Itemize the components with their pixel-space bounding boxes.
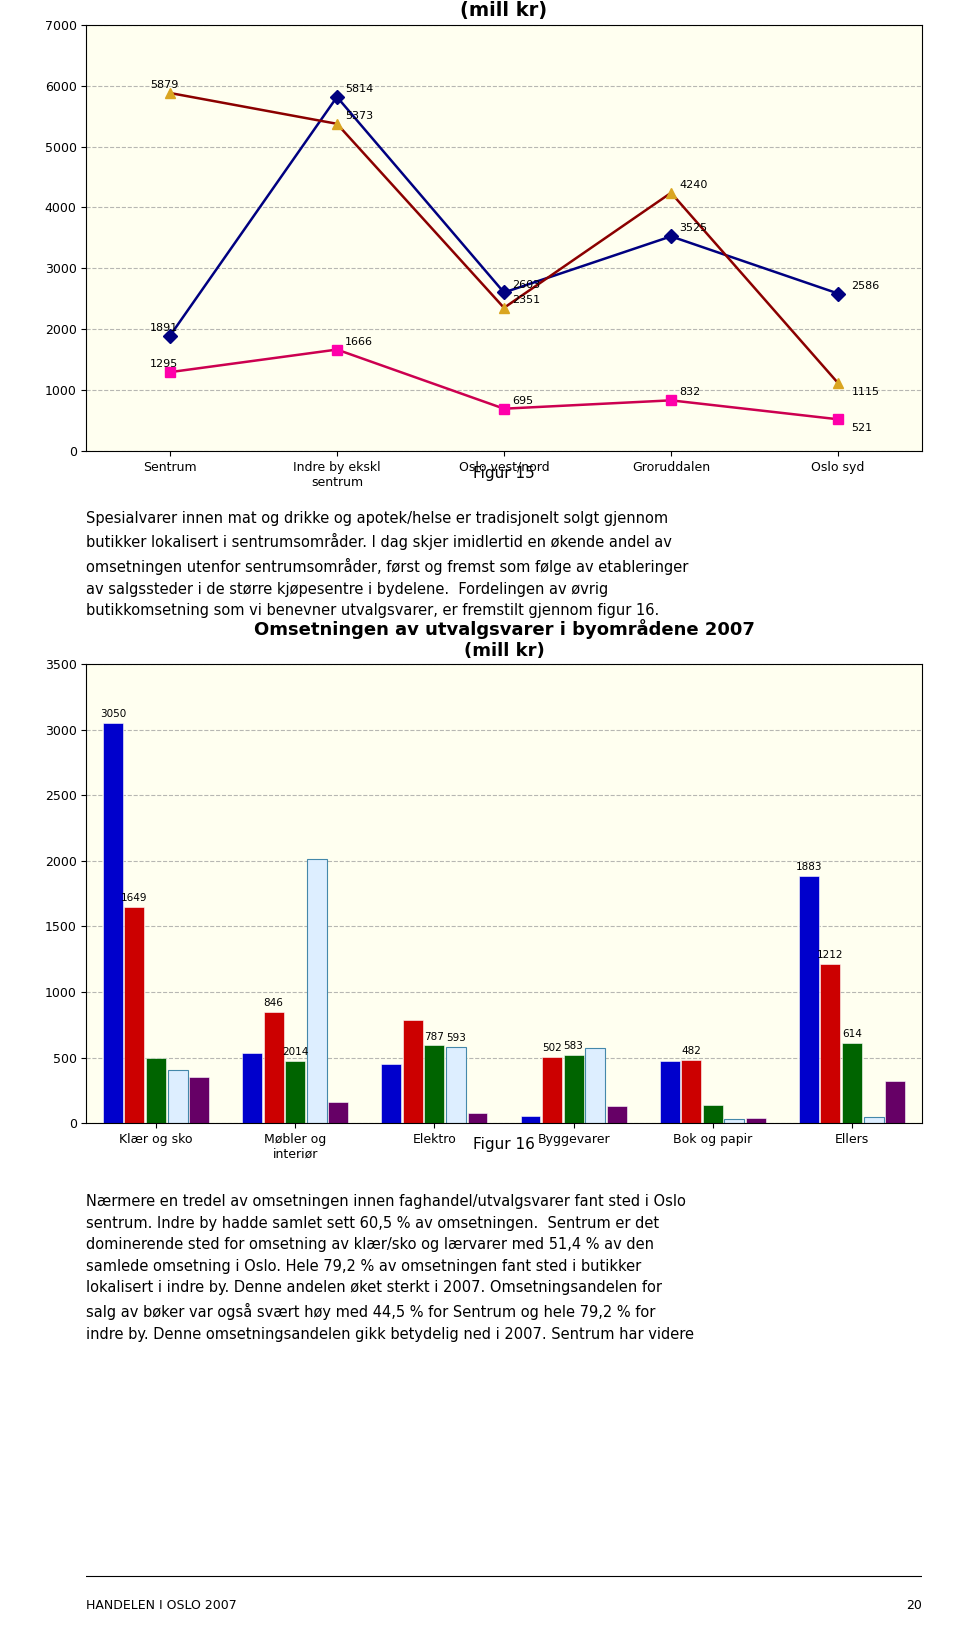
52.2+52.3 — [331, 339, 343, 359]
52.4 — [331, 114, 343, 133]
52.4 — [498, 298, 510, 318]
Text: 20: 20 — [905, 1599, 922, 1612]
Bar — [168, 1070, 187, 1124]
52.4 — [832, 372, 844, 392]
Line: 52.1: 52.1 — [165, 92, 843, 341]
Line: 52.2+52.3: 52.2+52.3 — [165, 344, 843, 424]
Text: 5373: 5373 — [346, 110, 373, 120]
Text: 2586: 2586 — [852, 280, 879, 290]
52.1 — [832, 283, 844, 303]
Bar — [103, 723, 123, 1124]
Text: 2603: 2603 — [513, 280, 540, 290]
Bar — [703, 1104, 723, 1124]
Text: 3525: 3525 — [680, 224, 708, 234]
52.4 — [164, 82, 176, 102]
Bar — [403, 1020, 422, 1124]
Title: Omsetningen av utvalgsvarer i byområdene 2007
(mill kr): Omsetningen av utvalgsvarer i byområdene… — [253, 620, 755, 659]
Bar — [725, 1119, 744, 1124]
Bar — [885, 1081, 905, 1124]
Bar — [285, 1061, 305, 1124]
Text: 787: 787 — [424, 1032, 444, 1042]
Text: 2014: 2014 — [282, 1046, 308, 1056]
Text: 593: 593 — [446, 1033, 466, 1043]
52.2+52.3 — [665, 391, 677, 410]
52.4 — [665, 183, 677, 203]
Text: 4240: 4240 — [680, 180, 708, 190]
Text: 583: 583 — [564, 1042, 584, 1051]
Bar — [586, 1048, 605, 1124]
Text: 5814: 5814 — [346, 84, 373, 94]
Text: 1115: 1115 — [852, 387, 879, 397]
Text: 614: 614 — [842, 1028, 862, 1038]
Bar — [381, 1065, 401, 1124]
Text: 695: 695 — [513, 396, 534, 405]
Bar — [660, 1061, 680, 1124]
Text: 502: 502 — [542, 1043, 562, 1053]
Text: 1883: 1883 — [796, 862, 822, 872]
Line: 52.4: 52.4 — [165, 87, 843, 387]
Bar — [821, 964, 840, 1124]
52.1 — [498, 282, 510, 302]
Text: 1666: 1666 — [346, 336, 373, 346]
Bar — [189, 1078, 209, 1124]
Bar — [864, 1117, 883, 1124]
Text: 5879: 5879 — [150, 81, 179, 91]
Bar — [520, 1116, 540, 1124]
Bar — [242, 1053, 262, 1124]
Bar — [125, 906, 144, 1124]
Text: Figur 15: Figur 15 — [473, 466, 535, 481]
Text: 1295: 1295 — [150, 359, 179, 369]
Bar — [542, 1058, 562, 1124]
52.2+52.3 — [498, 399, 510, 419]
Text: 521: 521 — [852, 424, 873, 433]
Title: Butikkomsetningen i byområdene i 2007
(mill kr): Butikkomsetningen i byområdene i 2007 (m… — [281, 0, 727, 20]
Text: Spesialvarer innen mat og drikke og apotek/helse er tradisjonelt solgt gjennom
b: Spesialvarer innen mat og drikke og apot… — [86, 511, 688, 618]
Text: 846: 846 — [264, 999, 283, 1009]
Bar — [264, 1012, 283, 1124]
Bar — [446, 1046, 466, 1124]
Bar — [468, 1112, 488, 1124]
Bar — [746, 1117, 766, 1124]
Text: 482: 482 — [682, 1046, 701, 1056]
Bar — [842, 1043, 862, 1124]
Bar — [328, 1101, 348, 1124]
Text: HANDELEN I OSLO 2007: HANDELEN I OSLO 2007 — [86, 1599, 237, 1612]
52.1 — [164, 326, 176, 346]
Text: 3050: 3050 — [100, 709, 126, 719]
Bar — [307, 859, 326, 1124]
52.2+52.3 — [832, 409, 844, 428]
52.1 — [665, 226, 677, 246]
Bar — [564, 1055, 584, 1124]
Text: 1891: 1891 — [150, 323, 179, 333]
Text: 1212: 1212 — [817, 951, 844, 961]
Text: 832: 832 — [680, 387, 701, 397]
52.1 — [331, 87, 343, 107]
Bar — [799, 877, 819, 1124]
Text: 2351: 2351 — [513, 295, 540, 305]
Bar — [424, 1045, 444, 1124]
52.2+52.3 — [164, 363, 176, 382]
Text: Nærmere en tredel av omsetningen innen faghandel/utvalgsvarer fant sted i Oslo
s: Nærmere en tredel av omsetningen innen f… — [86, 1195, 694, 1341]
Text: 1649: 1649 — [121, 893, 148, 903]
Text: Figur 16: Figur 16 — [473, 1137, 535, 1152]
Bar — [146, 1058, 166, 1124]
Bar — [682, 1060, 701, 1124]
Bar — [607, 1106, 627, 1124]
